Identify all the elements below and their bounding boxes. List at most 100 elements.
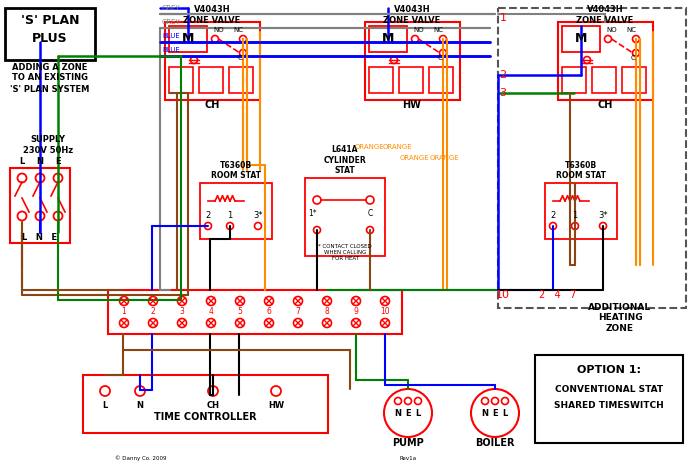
Text: M: M (382, 32, 394, 45)
Bar (305, 178, 385, 256)
Text: GREY: GREY (162, 19, 181, 25)
Text: ADDING A ZONE: ADDING A ZONE (12, 63, 88, 72)
Text: E: E (492, 409, 497, 417)
Text: C: C (238, 55, 243, 61)
Text: ORANGE: ORANGE (400, 155, 430, 161)
Circle shape (226, 222, 233, 229)
Text: 2: 2 (500, 70, 506, 80)
Text: 'S' PLAN: 'S' PLAN (21, 15, 79, 28)
Text: 3*: 3* (253, 211, 263, 219)
Circle shape (135, 386, 145, 396)
Circle shape (264, 297, 273, 306)
Circle shape (600, 222, 607, 229)
Text: ORANGE: ORANGE (383, 144, 413, 150)
Circle shape (100, 386, 110, 396)
Circle shape (239, 36, 246, 43)
Text: HW: HW (402, 100, 422, 110)
Bar (10, 168, 70, 243)
Text: M: M (575, 32, 587, 45)
Text: BOILER: BOILER (475, 438, 515, 448)
Text: V4043H
ZONE VALVE: V4043H ZONE VALVE (384, 5, 441, 25)
Bar (83, 375, 328, 433)
Text: N: N (395, 409, 402, 417)
Text: ORANGE: ORANGE (355, 144, 384, 150)
Text: 10: 10 (496, 290, 510, 300)
Text: 2: 2 (206, 211, 210, 219)
Text: CH: CH (206, 401, 219, 410)
Circle shape (440, 36, 446, 43)
Circle shape (380, 319, 389, 328)
Text: 1: 1 (500, 13, 506, 23)
Bar (108, 290, 402, 334)
Text: GREY: GREY (162, 5, 181, 11)
Text: HW: HW (268, 401, 284, 410)
Bar (562, 67, 586, 93)
Circle shape (119, 319, 128, 328)
Circle shape (17, 212, 26, 220)
Circle shape (482, 397, 489, 404)
Text: L: L (102, 401, 108, 410)
Circle shape (17, 174, 26, 183)
Text: PLUS: PLUS (32, 31, 68, 44)
Text: 1: 1 (573, 211, 578, 219)
Text: T6360B
ROOM STAT: T6360B ROOM STAT (211, 161, 261, 180)
Bar (622, 67, 646, 93)
Text: SUPPLY
230V 50Hz: SUPPLY 230V 50Hz (23, 135, 73, 155)
Text: 3*: 3* (598, 211, 608, 219)
Circle shape (148, 297, 157, 306)
Text: L: L (19, 158, 25, 167)
Text: 5: 5 (237, 307, 242, 316)
Circle shape (351, 297, 360, 306)
Circle shape (206, 319, 215, 328)
Circle shape (571, 222, 578, 229)
Text: CH: CH (204, 100, 219, 110)
Bar (545, 183, 617, 239)
Circle shape (35, 174, 44, 183)
Text: 3: 3 (179, 307, 184, 316)
Bar (169, 67, 193, 93)
Text: 3: 3 (500, 88, 506, 98)
Text: NO: NO (413, 27, 424, 33)
Text: M: M (181, 32, 194, 45)
Bar (399, 67, 423, 93)
Text: 9: 9 (353, 307, 358, 316)
Circle shape (264, 319, 273, 328)
Circle shape (190, 57, 197, 64)
Circle shape (391, 57, 397, 64)
Text: TIME CONTROLLER: TIME CONTROLLER (154, 412, 256, 422)
Circle shape (208, 386, 218, 396)
Text: T6360B
ROOM STAT: T6360B ROOM STAT (556, 161, 606, 180)
Text: 1*: 1* (308, 209, 317, 218)
Text: NO: NO (606, 27, 617, 33)
Text: 'S' PLAN SYSTEM: 'S' PLAN SYSTEM (10, 85, 90, 94)
Bar (369, 26, 407, 52)
Circle shape (604, 36, 611, 43)
Bar (200, 183, 272, 239)
Circle shape (235, 319, 244, 328)
Text: 1: 1 (228, 211, 233, 219)
Text: SHARED TIMESWITCH: SHARED TIMESWITCH (554, 402, 664, 410)
Circle shape (119, 297, 128, 306)
Text: CONVENTIONAL STAT: CONVENTIONAL STAT (555, 386, 663, 395)
Circle shape (322, 297, 331, 306)
Text: L641A
CYLINDER
STAT: L641A CYLINDER STAT (324, 145, 366, 175)
Text: 8: 8 (324, 307, 329, 316)
Text: C: C (367, 209, 373, 218)
Circle shape (54, 212, 63, 220)
Text: E: E (405, 409, 411, 417)
Text: ORANGE: ORANGE (430, 155, 460, 161)
Text: CH: CH (598, 100, 613, 110)
Text: 2: 2 (551, 211, 555, 219)
Text: N: N (482, 409, 489, 417)
Circle shape (411, 36, 419, 43)
Text: 2: 2 (150, 307, 155, 316)
Text: V4043H
ZONE VALVE: V4043H ZONE VALVE (184, 5, 241, 25)
Text: TO AN EXISTING: TO AN EXISTING (12, 73, 88, 82)
Text: L: L (415, 409, 421, 417)
Circle shape (206, 297, 215, 306)
Text: BLUE: BLUE (162, 47, 180, 53)
Circle shape (313, 227, 320, 234)
Circle shape (235, 297, 244, 306)
Text: NC: NC (626, 27, 636, 33)
Text: © Danny Co. 2009: © Danny Co. 2009 (115, 455, 166, 461)
